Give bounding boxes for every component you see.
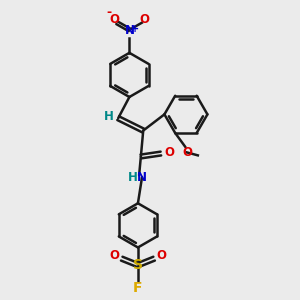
Text: O: O <box>157 249 166 262</box>
Text: F: F <box>133 281 143 295</box>
Text: O: O <box>110 249 119 262</box>
Text: H: H <box>128 171 138 184</box>
Text: -: - <box>106 6 112 19</box>
Text: H: H <box>104 110 114 123</box>
Text: S: S <box>133 258 143 272</box>
Text: O: O <box>109 14 119 26</box>
Text: O: O <box>164 146 174 159</box>
Text: O: O <box>140 14 150 26</box>
Text: +: + <box>130 24 139 34</box>
Text: N: N <box>124 24 134 37</box>
Text: O: O <box>182 146 192 159</box>
Text: N: N <box>137 171 147 184</box>
